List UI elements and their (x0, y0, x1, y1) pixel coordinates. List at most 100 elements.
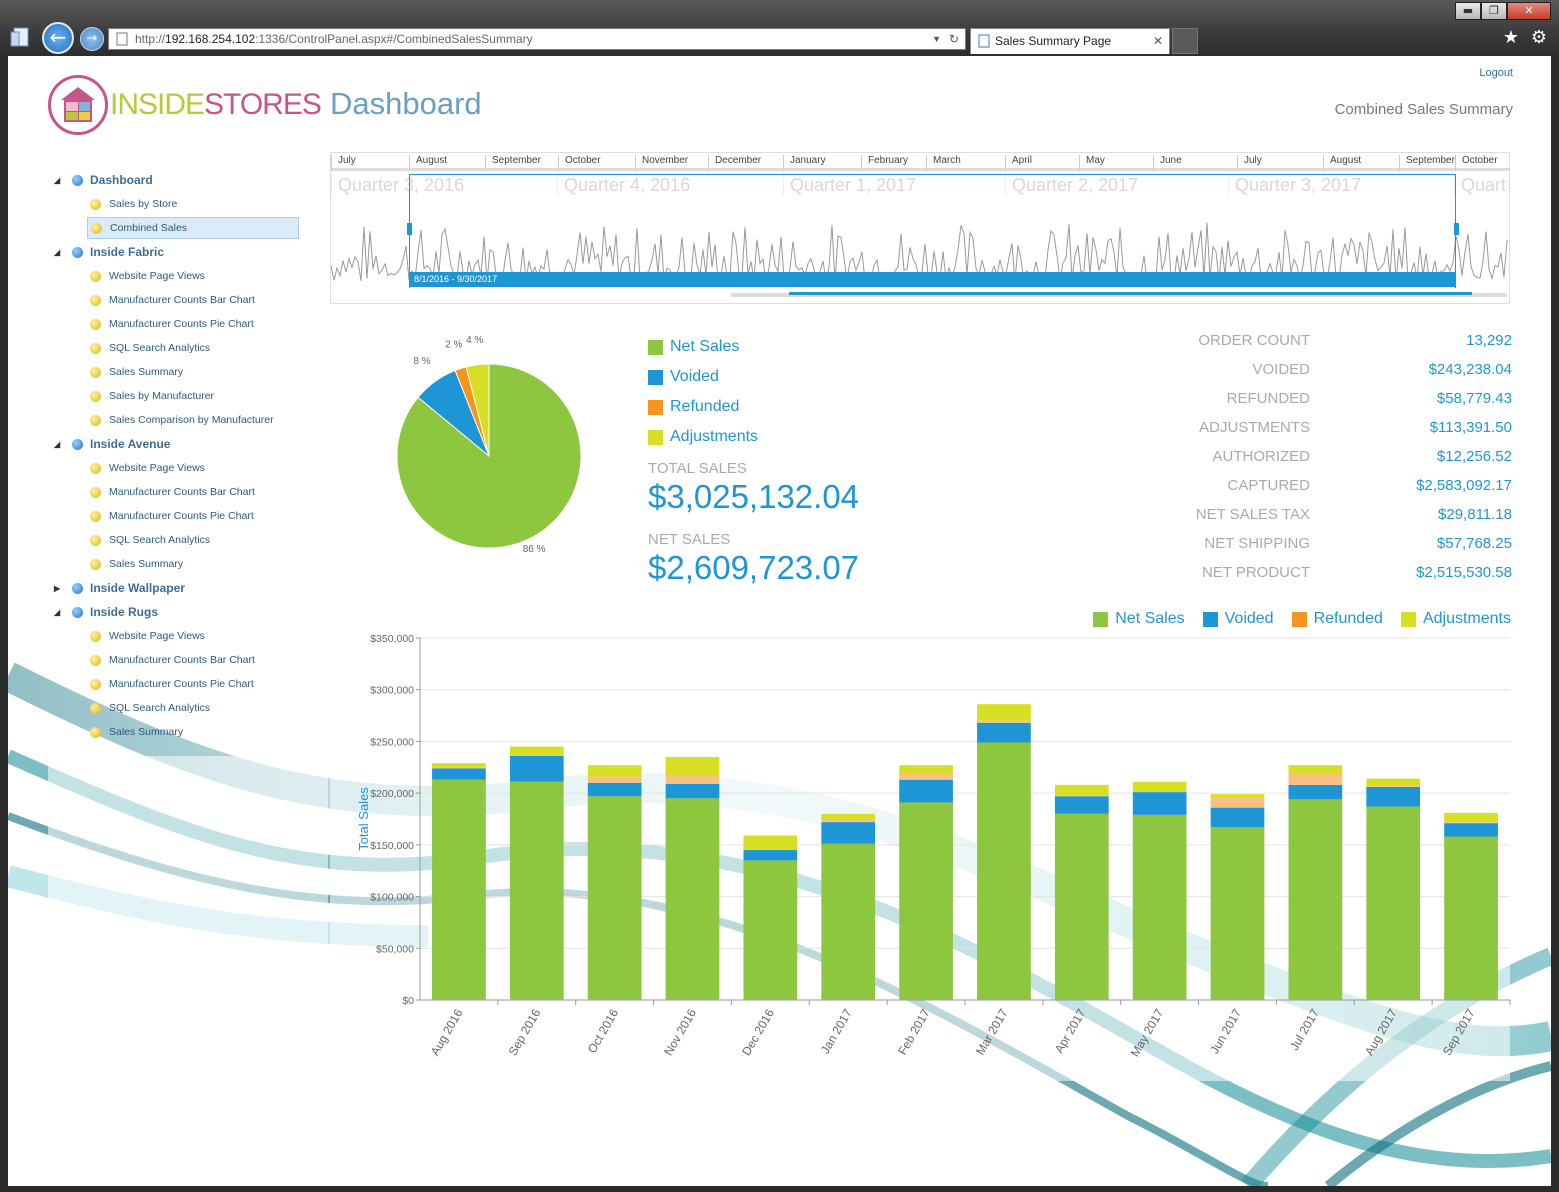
bar-refunded-mar-2017[interactable] (977, 720, 1031, 723)
bar-voided-may-2017[interactable] (1132, 792, 1187, 815)
bar-net-sales-sep-2017[interactable] (1444, 836, 1498, 1000)
sidebar-item-combined-sales[interactable]: Combined Sales (54, 216, 304, 240)
bar-refunded-nov-2016[interactable] (665, 775, 720, 784)
range-handle-right[interactable] (1454, 223, 1459, 235)
sidebar-group-inside-wallpaper[interactable]: ▶ Inside Wallpaper (54, 576, 304, 600)
close-tab-icon[interactable]: ✕ (1152, 34, 1163, 48)
bar-refunded-dec-2016[interactable] (743, 848, 798, 851)
sidebar-item-manufacturer-counts-bar-chart[interactable]: Manufacturer Counts Bar Chart (54, 288, 304, 312)
collapse-arrow-icon[interactable]: ◢ (54, 607, 61, 617)
bar-net-sales-nov-2016[interactable] (665, 798, 720, 1000)
collapse-arrow-icon[interactable]: ◢ (54, 439, 61, 449)
bar-voided-jan-2017[interactable] (821, 822, 876, 844)
refresh-icon[interactable]: ↻ (948, 32, 959, 46)
bar-refunded-jul-2017[interactable] (1288, 773, 1343, 785)
sidebar-item-manufacturer-counts-bar-chart[interactable]: Manufacturer Counts Bar Chart (54, 648, 304, 672)
sidebar-item-box[interactable]: Website Page Views (87, 457, 299, 479)
sidebar-item-box[interactable]: Manufacturer Counts Pie Chart (87, 313, 299, 335)
bar-voided-aug-2016[interactable] (432, 768, 486, 780)
bar-adjustments-may-2017[interactable] (1132, 781, 1187, 792)
range-handle-left[interactable] (407, 223, 412, 235)
sidebar-item-box[interactable]: SQL Search Analytics (87, 337, 299, 359)
bar-adjustments-sep-2017[interactable] (1444, 812, 1498, 823)
bar-adjustments-nov-2016[interactable] (665, 756, 720, 776)
sidebar-item-box[interactable]: Combined Sales (87, 217, 299, 239)
bar-net-sales-oct-2016[interactable] (587, 796, 642, 1000)
sidebar-item-box[interactable]: Manufacturer Counts Pie Chart (87, 673, 299, 695)
bar-adjustments-dec-2016[interactable] (743, 835, 798, 849)
bar-legend-item-net-sales[interactable]: Net Sales (1093, 608, 1185, 630)
sidebar-item-sales-summary[interactable]: Sales Summary (54, 720, 304, 744)
bar-refunded-jun-2017[interactable] (1210, 797, 1265, 808)
bar-legend-item-voided[interactable]: Voided (1202, 608, 1274, 630)
bar-voided-apr-2017[interactable] (1054, 796, 1109, 814)
bar-net-sales-aug-2016[interactable] (432, 779, 486, 1000)
sidebar-item-box[interactable]: Website Page Views (87, 265, 299, 287)
bar-net-sales-jan-2017[interactable] (821, 843, 876, 1000)
bar-net-sales-sep-2016[interactable] (509, 781, 564, 1000)
sidebar-item-sales-summary[interactable]: Sales Summary (54, 552, 304, 576)
bar-refunded-aug-2017[interactable] (1366, 785, 1421, 787)
range-navigator[interactable]: July August September October November Decemb… (330, 152, 1510, 304)
sidebar-item-box[interactable]: Sales by Manufacturer (87, 385, 299, 407)
bar-voided-aug-2017[interactable] (1366, 786, 1421, 807)
sidebar-item-manufacturer-counts-pie-chart[interactable]: Manufacturer Counts Pie Chart (54, 504, 304, 528)
minimize-button[interactable]: ▬ (1455, 2, 1481, 20)
sidebar-item-box[interactable]: Sales by Store (87, 193, 299, 215)
bar-refunded-aug-2016[interactable] (432, 767, 486, 769)
sidebar-item-box[interactable]: Manufacturer Counts Bar Chart (87, 649, 299, 671)
pie-legend-item-adjustments[interactable]: Adjustments (648, 422, 758, 452)
sidebar-item-sales-summary[interactable]: Sales Summary (54, 360, 304, 384)
sidebar-item-website-page-views[interactable]: Website Page Views (54, 456, 304, 480)
bar-refunded-feb-2017[interactable] (899, 773, 953, 780)
bar-adjustments-jan-2017[interactable] (821, 813, 876, 821)
bar-net-sales-feb-2017[interactable] (899, 802, 953, 1000)
bar-voided-mar-2017[interactable] (977, 722, 1031, 743)
navigator-scroll-thumb[interactable] (789, 292, 1472, 295)
bar-voided-sep-2016[interactable] (509, 755, 564, 782)
bar-voided-nov-2016[interactable] (665, 783, 720, 799)
pie-legend-item-voided[interactable]: Voided (648, 362, 758, 392)
bar-voided-sep-2017[interactable] (1444, 823, 1498, 837)
bar-net-sales-apr-2017[interactable] (1054, 813, 1109, 1000)
bar-adjustments-jul-2017[interactable] (1288, 765, 1343, 774)
sidebar-item-box[interactable]: SQL Search Analytics (87, 697, 299, 719)
bar-voided-feb-2017[interactable] (899, 779, 953, 803)
bar-net-sales-mar-2017[interactable] (977, 742, 1031, 1000)
bar-legend-item-refunded[interactable]: Refunded (1291, 608, 1383, 630)
page-icon[interactable] (10, 26, 34, 50)
expand-arrow-icon[interactable]: ▶ (54, 583, 61, 593)
sidebar-group-inside-rugs[interactable]: ◢ Inside Rugs (54, 600, 304, 624)
sidebar-group-inside-fabric[interactable]: ◢ Inside Fabric (54, 240, 304, 264)
range-selection[interactable] (409, 174, 1456, 288)
bar-adjustments-aug-2016[interactable] (432, 763, 486, 768)
sidebar-item-box[interactable]: Sales Summary (87, 553, 299, 575)
dropdown-icon[interactable]: ▼ (932, 34, 941, 44)
settings-gear-icon[interactable]: ⚙ (1530, 27, 1547, 48)
sidebar-item-sql-search-analytics[interactable]: SQL Search Analytics (54, 528, 304, 552)
bar-voided-oct-2016[interactable] (587, 782, 642, 797)
bar-net-sales-may-2017[interactable] (1132, 814, 1187, 1000)
bar-refunded-oct-2016[interactable] (587, 776, 642, 783)
bar-refunded-may-2017[interactable] (1132, 791, 1187, 793)
bar-voided-jul-2017[interactable] (1288, 784, 1343, 800)
pie-legend-item-refunded[interactable]: Refunded (648, 392, 758, 422)
sidebar-item-sql-search-analytics[interactable]: SQL Search Analytics (54, 336, 304, 360)
maximize-button[interactable]: ❐ (1481, 2, 1507, 20)
sidebar-item-website-page-views[interactable]: Website Page Views (54, 624, 304, 648)
bar-voided-jun-2017[interactable] (1210, 807, 1265, 828)
favorites-star-icon[interactable]: ★ (1502, 27, 1519, 48)
sidebar-item-box[interactable]: Website Page Views (87, 625, 299, 647)
forward-button[interactable]: → (80, 27, 104, 51)
sidebar-item-box[interactable]: Sales Comparison by Manufacturer (87, 409, 299, 431)
logout-link[interactable]: Logout (1479, 67, 1513, 79)
bar-adjustments-feb-2017[interactable] (899, 765, 953, 774)
sidebar-item-sales-comparison-by-manufacturer[interactable]: Sales Comparison by Manufacturer (54, 408, 304, 432)
range-selection-label[interactable]: 8/1/2016 - 9/30/2017 (409, 272, 1456, 287)
bar-refunded-apr-2017[interactable] (1054, 795, 1109, 797)
browser-tab[interactable]: Sales Summary Page ✕ (970, 28, 1170, 54)
new-tab-button[interactable] (1172, 28, 1198, 54)
sidebar-item-sales-by-store[interactable]: Sales by Store (54, 192, 304, 216)
sidebar-item-box[interactable]: Manufacturer Counts Bar Chart (87, 481, 299, 503)
sidebar-group-inside-avenue[interactable]: ◢ Inside Avenue (54, 432, 304, 456)
